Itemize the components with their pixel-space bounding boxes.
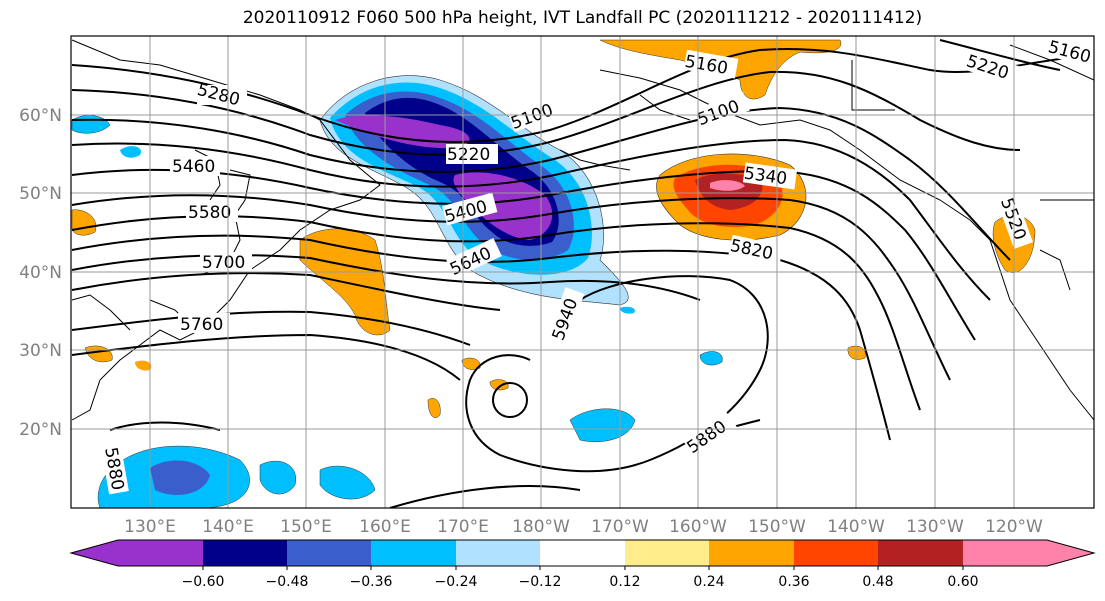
colorbar-tick-label: 0.60 bbox=[947, 574, 978, 590]
colorbar-segment bbox=[794, 540, 878, 566]
lon-tick-label: 170°E bbox=[437, 517, 489, 537]
lon-tick-label: 160°E bbox=[359, 517, 411, 537]
lat-tick-label: 60°N bbox=[19, 106, 62, 126]
colorbar-segment bbox=[1047, 540, 1094, 566]
colorbar-tick-label: 0.24 bbox=[693, 574, 724, 590]
contour-label: 5580 bbox=[188, 203, 231, 223]
colorbar-segment bbox=[287, 540, 371, 566]
lat-tick-label: 50°N bbox=[19, 184, 62, 204]
colorbar-segment bbox=[118, 540, 203, 566]
contour-label: 5220 bbox=[447, 145, 490, 165]
lon-tick-label: 170°W bbox=[591, 517, 649, 537]
graticule bbox=[71, 36, 1094, 508]
longitude-labels: 130°E 140°E 150°E 160°E 170°E 180°W 170°… bbox=[124, 517, 1043, 537]
height-contours bbox=[71, 39, 1094, 508]
negative-anomaly-patches bbox=[71, 115, 723, 508]
colorbar-segment bbox=[625, 540, 709, 566]
lon-tick-label: 130°E bbox=[124, 517, 176, 537]
lat-tick-label: 40°N bbox=[19, 263, 62, 283]
lon-tick-label: 120°W bbox=[985, 517, 1043, 537]
colorbar-tick-label: −0.12 bbox=[519, 574, 562, 590]
contour-labels: 5280 5460 5580 5700 5760 5220 5100 5400 … bbox=[100, 36, 1094, 495]
colorbar-outline bbox=[69, 539, 1096, 567]
lon-tick-label: 140°E bbox=[202, 517, 254, 537]
colorbar-tick-label: −0.60 bbox=[182, 574, 225, 590]
colorbar-segment bbox=[878, 540, 963, 566]
colorbar-segment bbox=[371, 540, 456, 566]
lat-tick-label: 30°N bbox=[19, 341, 62, 361]
map-border bbox=[70, 35, 1095, 509]
lon-tick-label: 130°W bbox=[906, 517, 964, 537]
map-title: 2020110912 F060 500 hPa height, IVT Land… bbox=[242, 8, 923, 28]
colorbar-tick-label: −0.36 bbox=[350, 574, 393, 590]
lon-tick-label: 150°E bbox=[280, 517, 332, 537]
contour-label: 5700 bbox=[202, 253, 245, 273]
colorbar-tick-label: 0.12 bbox=[609, 574, 640, 590]
lon-tick-label: 180°W bbox=[512, 517, 570, 537]
colorbar-segment bbox=[71, 540, 118, 566]
contour-label: 5760 bbox=[180, 315, 223, 335]
colorbar-tick-label: −0.24 bbox=[435, 574, 478, 590]
colorbar-tick-label: 0.36 bbox=[778, 574, 809, 590]
colorbar-segment bbox=[963, 540, 1047, 566]
colorbar: −0.60 −0.48 −0.36 −0.24 −0.12 0.12 0.24 … bbox=[69, 539, 1096, 590]
contour-label: 5460 bbox=[172, 157, 215, 177]
lon-tick-label: 150°W bbox=[748, 517, 806, 537]
latitude-labels: 20°N 30°N 40°N 50°N 60°N bbox=[19, 106, 62, 440]
lon-tick-label: 140°W bbox=[827, 517, 885, 537]
lat-tick-label: 20°N bbox=[19, 420, 62, 440]
colorbar-tick-label: −0.48 bbox=[266, 574, 309, 590]
colorbar-segment bbox=[456, 540, 540, 566]
colorbar-tick-label: 0.48 bbox=[862, 574, 893, 590]
colorbar-segment bbox=[203, 540, 287, 566]
colorbar-segment bbox=[540, 540, 625, 566]
colorbar-segment bbox=[709, 540, 794, 566]
lon-tick-label: 160°W bbox=[669, 517, 727, 537]
